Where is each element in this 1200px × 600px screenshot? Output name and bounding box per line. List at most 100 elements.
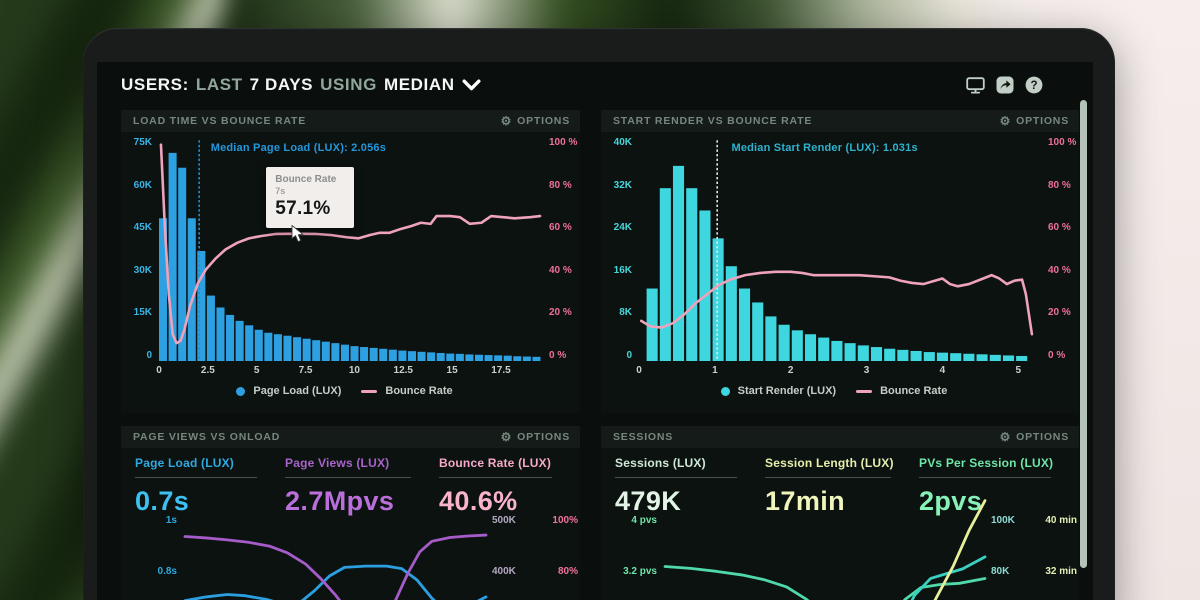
y-tick: 15K [133, 307, 152, 319]
panel-start-render-header: START RENDER VS BOUNCE RATE ⚙ OPTIONS [601, 110, 1079, 132]
legend-swatch [236, 386, 246, 396]
share-icon[interactable] [996, 76, 1014, 94]
plot-load-time[interactable]: Median Page Load (LUX): 2.056s Bounce Ra… [159, 138, 542, 376]
y-tick: 1s [165, 514, 177, 526]
y-tick: 20 % [549, 307, 572, 319]
y-tick: 100 % [1048, 137, 1077, 148]
y-tick: 45K [133, 222, 152, 234]
x-axis: 0 1 2 3 4 5 [636, 365, 1041, 378]
y-tick: 75K [133, 137, 152, 148]
mini-y-axis-right: 100K 40 min 80K 32 min [991, 510, 1077, 600]
y-tick: 16K [613, 264, 632, 276]
panel-title: START RENDER VS BOUNCE RATE [613, 115, 813, 127]
tooltip-subtitle: 7s [275, 185, 286, 196]
scrollbar[interactable] [1080, 100, 1087, 568]
page-title-dropdown[interactable]: USERS: LAST 7 DAYS USING MEDIAN [121, 75, 481, 95]
app-header: USERS: LAST 7 DAYS USING MEDIAN [97, 62, 1093, 101]
x-tick: 10 [348, 365, 360, 376]
options-button[interactable]: ⚙ OPTIONS [999, 430, 1069, 444]
panel-title: LOAD TIME VS BOUNCE RATE [133, 115, 307, 127]
metric-label: PVs Per Session (LUX) [919, 456, 1054, 470]
y-tick: 60K [133, 179, 152, 191]
panel-start-render: START RENDER VS BOUNCE RATE ⚙ OPTIONS 40… [601, 110, 1079, 413]
bars-series [646, 165, 1028, 361]
plot-start-render[interactable]: Median Start Render (LUX): 1.031s 0 1 2 3 4 5 [639, 138, 1041, 376]
y-tick: 20 % [1048, 307, 1071, 319]
bars-series [159, 152, 541, 361]
legend-label: Bounce Rate [880, 385, 948, 397]
chevron-down-icon [462, 79, 481, 90]
panel-grid: LOAD TIME VS BOUNCE RATE ⚙ OPTIONS 75K 60… [121, 110, 1079, 600]
tooltip-title: Bounce Rate [275, 173, 337, 185]
y-tick: 0 % [549, 349, 567, 361]
median-annotation: Median Page Load (LUX): 2.056s [210, 142, 387, 154]
y-tick: 8K [619, 307, 632, 319]
mini-series [665, 567, 985, 600]
options-button[interactable]: ⚙ OPTIONS [500, 114, 570, 128]
metric: Bounce Rate (LUX) 40.6% [439, 456, 580, 517]
title-median: MEDIAN [383, 75, 455, 94]
metric: Sessions (LUX) 479K [615, 456, 765, 517]
svg-text:?: ? [1030, 80, 1037, 92]
metric-label: Page Views (LUX) [285, 456, 390, 470]
x-axis: 0 2.5 5 7.5 10 12.5 15 17.5 [156, 365, 542, 378]
y-tick-pair: 500K 100% [492, 514, 578, 526]
y-tick: 3.2 pvs [623, 565, 657, 577]
mini-y-axis-right: 500K 100% 400K 80% [492, 510, 578, 600]
metric-value: 2.7Mpvs [285, 486, 395, 516]
tooltip-value: 57.1% [275, 197, 331, 219]
bounce-rate-line [161, 145, 540, 343]
y-tick: 0.8s [157, 565, 177, 577]
panel-page-views-header: PAGE VIEWS VS ONLOAD ⚙ OPTIONS [121, 426, 580, 448]
metric-value: 40.6% [439, 486, 518, 516]
help-icon[interactable]: ? [1025, 76, 1043, 94]
metric-divider [919, 477, 1051, 478]
x-tick: 5 [253, 365, 260, 376]
metric-label: Sessions (LUX) [615, 456, 706, 470]
metric-row: Sessions (LUX) 479K Session Length (LUX) 17… [601, 448, 1079, 517]
mini-series [185, 566, 486, 600]
panel-title: SESSIONS [613, 431, 674, 443]
metric-row: Page Load (LUX) 0.7s Page Views (LUX) 2.7Mp… [121, 448, 580, 517]
x-tick: 0 [156, 365, 162, 376]
title-last: LAST [195, 75, 243, 94]
metric-label: Bounce Rate (LUX) [439, 456, 552, 470]
x-tick: 12.5 [393, 365, 413, 376]
options-button[interactable]: ⚙ OPTIONS [999, 114, 1069, 128]
mouse-cursor [291, 224, 304, 243]
panel-page-views: PAGE VIEWS VS ONLOAD ⚙ OPTIONS Page Load… [121, 426, 580, 600]
legend-label: Start Render (LUX) [737, 385, 837, 397]
metric-value: 17min [765, 486, 846, 516]
median-annotation: Median Start Render (LUX): 1.031s [731, 142, 918, 154]
title-users: USERS: [121, 75, 189, 94]
x-tick: 3 [863, 365, 870, 376]
mini-series [883, 557, 985, 600]
bounce-rate-line [641, 272, 1032, 334]
options-button[interactable]: ⚙ OPTIONS [500, 430, 570, 444]
y-tick: 80 % [549, 179, 572, 191]
metric-value: 0.7s [135, 486, 190, 516]
gear-icon: ⚙ [999, 114, 1012, 128]
tooltip: Bounce Rate 7s 57.1% [266, 166, 355, 228]
mini-series [895, 501, 985, 600]
y-tick: 4 pvs [631, 514, 657, 526]
y-tick: 40 % [549, 264, 572, 276]
panel-load-time-header: LOAD TIME VS BOUNCE RATE ⚙ OPTIONS [121, 110, 580, 132]
y-tick: 40 % [1048, 264, 1071, 276]
legend-swatch [720, 386, 730, 396]
x-tick: 17.5 [491, 365, 511, 376]
x-tick: 2 [787, 365, 794, 376]
monitor-icon[interactable] [966, 76, 985, 94]
y-tick-pair: 400K 80% [492, 565, 578, 577]
legend-label: Bounce Rate [385, 385, 453, 397]
y-tick: 60 % [1048, 222, 1071, 234]
mini-y-axis-left: 1s0.8s0.6s [131, 510, 177, 600]
mini-series [185, 535, 486, 600]
x-tick: 7.5 [298, 365, 313, 376]
panel-sessions-header: SESSIONS ⚙ OPTIONS [601, 426, 1079, 448]
y-tick: 60 % [549, 222, 572, 234]
